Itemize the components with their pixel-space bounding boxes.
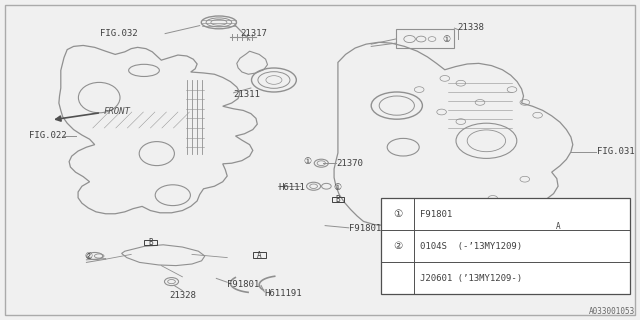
Text: A033001053: A033001053 [589, 307, 635, 316]
Text: J20601 (’13MY1209-): J20601 (’13MY1209-) [420, 274, 523, 283]
Text: ①: ① [334, 183, 342, 192]
Text: ①: ① [303, 157, 311, 166]
Text: 21338: 21338 [458, 23, 484, 32]
Text: ②: ② [84, 252, 92, 261]
Text: 21311: 21311 [234, 90, 260, 99]
Text: FIG.022: FIG.022 [29, 132, 67, 140]
Text: B: B [148, 238, 153, 247]
Text: 0104S  (-’13MY1209): 0104S (-’13MY1209) [420, 242, 523, 251]
Text: H611191: H611191 [264, 289, 302, 298]
Text: ①: ① [393, 209, 402, 220]
Text: ②: ② [393, 241, 402, 252]
Text: F91801: F91801 [420, 210, 452, 219]
Text: 21328: 21328 [169, 291, 196, 300]
Text: FIG.031: FIG.031 [597, 148, 635, 156]
Text: B: B [335, 195, 340, 204]
Text: A: A [556, 222, 561, 231]
Text: F91801: F91801 [349, 224, 381, 233]
Text: ①: ① [443, 36, 451, 44]
Text: 21317: 21317 [240, 29, 267, 38]
Text: A: A [257, 251, 262, 260]
Text: FRONT: FRONT [104, 107, 131, 116]
Text: F91801: F91801 [227, 280, 259, 289]
Text: H6111: H6111 [278, 183, 305, 192]
Text: 21370: 21370 [336, 159, 363, 168]
FancyBboxPatch shape [381, 198, 630, 294]
Text: FIG.032: FIG.032 [100, 29, 138, 38]
